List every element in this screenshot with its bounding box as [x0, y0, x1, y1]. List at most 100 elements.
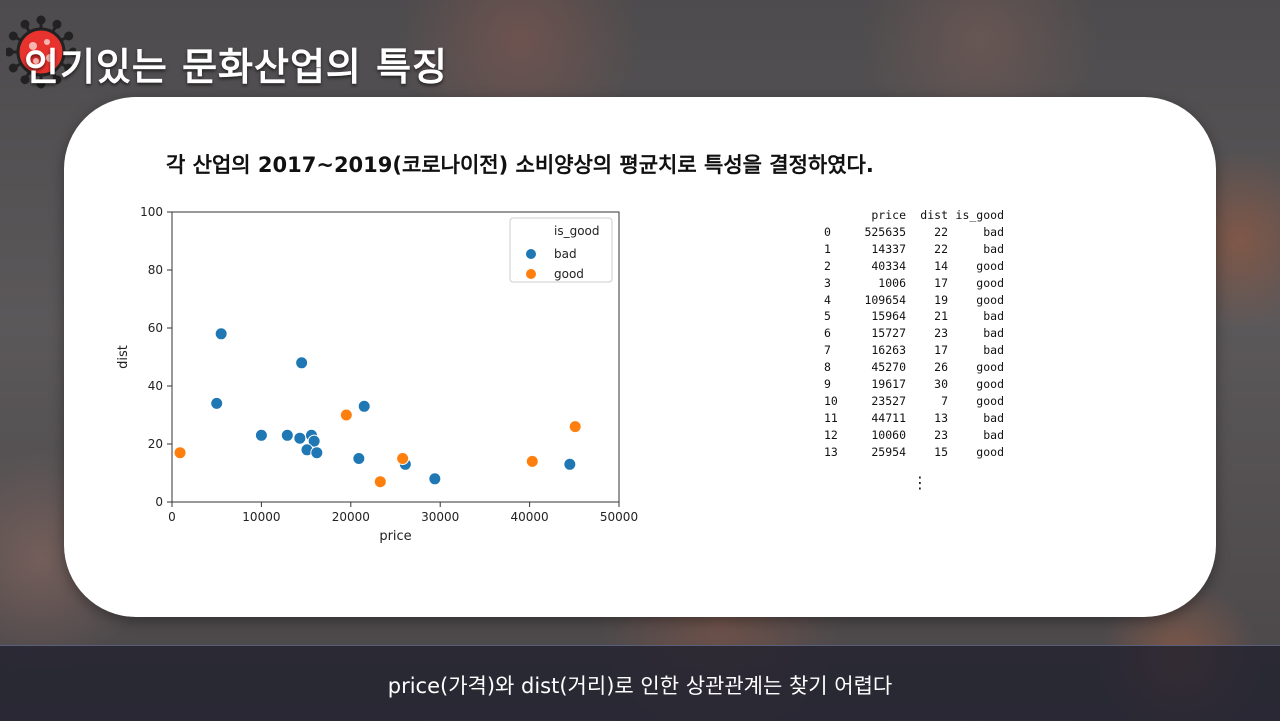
table-cell-price: 45270: [871, 360, 906, 375]
table-row: 7 16263 17 bad: [824, 342, 1004, 359]
footer-caption: price(가격)와 dist(거리)로 인한 상관관계는 찾기 어렵다: [387, 674, 893, 698]
slide-title: 인기있는 문화산업의 특징: [24, 45, 449, 89]
table-cell-price: 15964: [871, 309, 906, 324]
table-cell-is-good: bad: [983, 427, 1004, 442]
x-tick-label: 40000: [511, 510, 549, 524]
table-cell-is-good: bad: [983, 309, 1004, 324]
table-cell-price: 25954: [871, 444, 906, 459]
table-header-price: price: [871, 208, 906, 222]
data-point-good: [373, 475, 387, 489]
table-cell-dist: 30: [934, 377, 948, 392]
x-tick-label: 20000: [332, 510, 370, 524]
table-cell-price: 19617: [871, 377, 906, 392]
virus-spike-tip: [6, 47, 14, 57]
table-cell-is-good: good: [976, 444, 1004, 459]
data-point-good: [525, 454, 539, 468]
table-header-index: [824, 207, 858, 224]
virus-icon: [6, 15, 76, 89]
table-cell-is-good: good: [976, 377, 1004, 392]
table-cell-dist: 17: [934, 343, 948, 358]
table-cell-dist: 17: [934, 275, 948, 290]
table-cell-dist: 19: [934, 292, 948, 307]
table-cell-dist: 21: [934, 309, 948, 324]
table-cell-index: 4: [824, 292, 831, 307]
x-tick-label: 0: [168, 510, 176, 524]
virus-spike-tip: [20, 75, 30, 85]
table-row: 12 10060 23 bad: [824, 427, 1004, 444]
plot-frame: [171, 211, 620, 503]
table-cell-price: 1006: [878, 275, 906, 290]
data-point-bad: [357, 399, 371, 413]
data-point-good: [173, 446, 187, 460]
table-cell-index: 6: [824, 326, 831, 341]
virus-spike-tip: [36, 15, 46, 25]
table-cell-index: 2: [824, 258, 831, 273]
table-cell-index: 5: [824, 309, 831, 324]
y-tick-label: 80: [148, 263, 163, 277]
data-point-bad: [352, 452, 366, 465]
table-cell-price: 40334: [871, 258, 906, 273]
legend-label-good: good: [554, 267, 584, 281]
y-tick-label: 40: [148, 379, 163, 393]
table-cell-price: 16263: [871, 343, 906, 358]
table-row: 11 44711 13 bad: [824, 410, 1004, 427]
footer-bar: price(가격)와 dist(거리)로 인한 상관관계는 찾기 어렵다: [0, 645, 1280, 721]
table-cell-is-good: bad: [983, 410, 1004, 425]
table-row: 6 15727 23 bad: [824, 325, 1004, 342]
table-header-dist: dist: [920, 208, 948, 222]
table-cell-dist: 23: [934, 326, 948, 341]
table-cell-price: 10060: [871, 427, 906, 442]
table-row: 1 14337 22 bad: [824, 241, 1004, 258]
table-cell-is-good: bad: [983, 343, 1004, 358]
data-point-bad: [214, 327, 228, 341]
slide-heading: 각 산업의 2017~2019(코로나이전) 소비양상의 평균치로 특성을 결정…: [166, 153, 874, 177]
data-point-bad: [310, 446, 324, 460]
table-cell-index: 13: [824, 444, 838, 459]
virus-spike-tip: [8, 63, 18, 73]
table-cell-index: 1: [824, 241, 831, 256]
table-cell-dist: 13: [934, 410, 948, 425]
table-row: 0 525635 22 bad: [824, 224, 1004, 241]
x-axis-label: price: [379, 529, 411, 544]
table-cell-dist: 22: [934, 224, 948, 239]
table-cell-dist: 7: [941, 393, 948, 408]
virus-spike-tip: [64, 63, 74, 73]
dataframe-table: price dist is_good 0 525635 22 bad 1 14337 22 b…: [824, 207, 1004, 461]
table-cell-index: 10: [824, 393, 838, 408]
legend-title: is_good: [554, 224, 600, 238]
x-tick-label: 10000: [242, 510, 280, 524]
table-cell-dist: 15: [934, 444, 948, 459]
legend-label-bad: bad: [554, 247, 577, 261]
data-point-bad: [280, 428, 294, 442]
table-cell-price: 23527: [871, 393, 906, 408]
table-row: 8 45270 26 good: [824, 359, 1004, 376]
table-cell-dist: 22: [934, 241, 948, 256]
virus-spike-tip: [68, 47, 76, 57]
table-cell-is-good: good: [976, 258, 1004, 273]
data-point-bad: [293, 431, 307, 445]
table-cell-index: 8: [824, 360, 831, 375]
table-row: 5 15964 21 bad: [824, 308, 1004, 325]
data-point-good: [339, 408, 353, 422]
table-row: 13 25954 15 good: [824, 444, 1004, 461]
data-point-bad: [254, 428, 268, 442]
table-cell-index: 11: [824, 410, 838, 425]
table-cell-index: 0: [824, 224, 831, 239]
table-cell-is-good: bad: [983, 224, 1004, 239]
y-tick-label: 60: [148, 321, 163, 335]
legend-marker-good: [526, 269, 536, 279]
table-cell-price: 109654: [864, 292, 906, 307]
table-cell-is-good: good: [976, 393, 1004, 408]
data-point-bad: [428, 472, 442, 486]
x-tick-label: 50000: [600, 510, 638, 524]
table-cell-is-good: good: [976, 275, 1004, 290]
table-cell-dist: 14: [934, 258, 948, 273]
table-cell-index: 9: [824, 377, 831, 392]
table-cell-index: 3: [824, 275, 831, 290]
x-tick-label: 30000: [421, 510, 459, 524]
table-header-row: price dist is_good: [824, 207, 1004, 224]
y-tick-label: 0: [155, 495, 163, 509]
table-row: 3 1006 17 good: [824, 275, 1004, 292]
table-cell-is-good: bad: [983, 241, 1004, 256]
table-row: 2 40334 14 good: [824, 258, 1004, 275]
